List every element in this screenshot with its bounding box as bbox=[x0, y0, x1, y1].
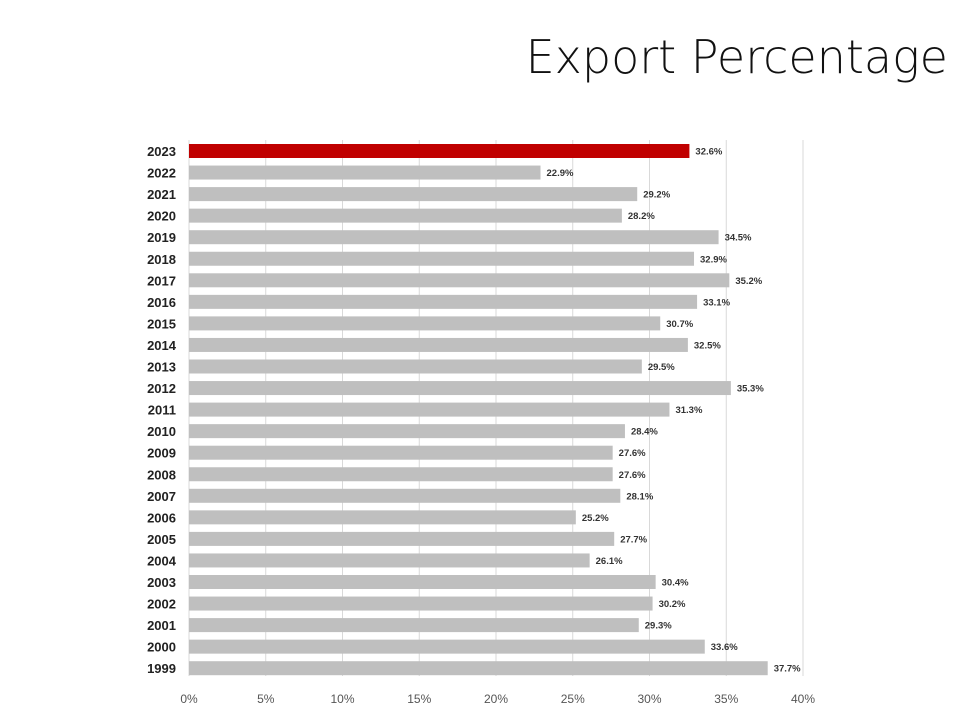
bar bbox=[189, 531, 615, 546]
bar bbox=[189, 230, 719, 245]
bar bbox=[189, 445, 613, 460]
bar bbox=[189, 273, 730, 288]
data-label: 30.2% bbox=[659, 599, 686, 610]
data-label: 28.1% bbox=[626, 491, 653, 502]
bar bbox=[189, 553, 590, 568]
data-label: 32.5% bbox=[694, 340, 721, 351]
category-label: 2008 bbox=[147, 467, 176, 482]
bar bbox=[189, 294, 698, 309]
data-label: 35.3% bbox=[737, 384, 764, 395]
bar bbox=[189, 488, 621, 503]
x-tick-label: 35% bbox=[714, 692, 738, 706]
x-tick-label: 5% bbox=[257, 692, 275, 706]
category-label: 2005 bbox=[147, 532, 176, 547]
data-label: 29.3% bbox=[645, 621, 672, 632]
category-label: 2004 bbox=[147, 553, 177, 568]
bar bbox=[189, 316, 661, 331]
bar bbox=[189, 639, 705, 654]
data-label: 34.5% bbox=[725, 233, 752, 244]
data-label: 28.2% bbox=[628, 211, 655, 222]
data-label: 22.9% bbox=[547, 168, 574, 179]
category-label: 2017 bbox=[147, 273, 176, 288]
category-label: 2007 bbox=[147, 489, 176, 504]
data-label: 25.2% bbox=[582, 513, 609, 524]
data-label: 30.7% bbox=[666, 319, 693, 330]
category-label: 2002 bbox=[147, 597, 176, 612]
data-label: 26.1% bbox=[596, 556, 623, 567]
x-tick-label: 40% bbox=[791, 692, 815, 706]
category-label: 2003 bbox=[147, 575, 176, 590]
data-label: 30.4% bbox=[662, 578, 689, 589]
bar bbox=[189, 596, 653, 611]
data-label: 27.7% bbox=[620, 534, 647, 545]
x-tick-label: 10% bbox=[330, 692, 354, 706]
category-label: 2013 bbox=[147, 360, 176, 375]
category-label: 2019 bbox=[147, 230, 176, 245]
category-label: 2001 bbox=[147, 618, 176, 633]
slide-title: Export Percentage bbox=[525, 30, 948, 84]
category-label: 2023 bbox=[147, 144, 176, 159]
data-label: 29.2% bbox=[643, 190, 670, 201]
bar bbox=[189, 510, 576, 525]
bar bbox=[189, 337, 688, 352]
category-label: 2009 bbox=[147, 446, 176, 461]
data-label: 27.6% bbox=[619, 470, 646, 481]
data-label: 32.9% bbox=[700, 254, 727, 265]
category-label: 2012 bbox=[147, 381, 176, 396]
data-label: 28.4% bbox=[631, 427, 658, 438]
data-label: 31.3% bbox=[675, 405, 702, 416]
bar bbox=[189, 575, 656, 589]
bar bbox=[189, 618, 639, 633]
data-label: 33.6% bbox=[711, 642, 738, 653]
x-tick-label: 0% bbox=[180, 692, 198, 706]
data-label: 37.7% bbox=[774, 664, 801, 675]
category-label: 2016 bbox=[147, 295, 176, 310]
bar bbox=[189, 165, 541, 180]
bar bbox=[189, 208, 622, 223]
category-label: 2006 bbox=[147, 510, 176, 525]
bar bbox=[189, 187, 638, 202]
bar bbox=[189, 424, 625, 439]
bar bbox=[189, 467, 613, 482]
category-label: 2020 bbox=[147, 209, 176, 224]
bar-highlight bbox=[189, 144, 690, 158]
category-label: 2011 bbox=[148, 403, 176, 418]
x-tick-label: 25% bbox=[561, 692, 585, 706]
data-label: 27.6% bbox=[619, 448, 646, 459]
bar bbox=[189, 359, 642, 374]
bar bbox=[189, 661, 768, 676]
x-tick-label: 20% bbox=[484, 692, 508, 706]
data-label: 32.6% bbox=[695, 147, 722, 158]
category-label: 2010 bbox=[147, 424, 176, 439]
category-label: 2021 bbox=[147, 187, 176, 202]
category-label: 2022 bbox=[147, 166, 176, 181]
category-label: 2014 bbox=[147, 338, 177, 353]
category-label: 2000 bbox=[147, 640, 176, 655]
category-label: 2018 bbox=[147, 252, 176, 267]
bar bbox=[189, 251, 695, 266]
category-label: 1999 bbox=[147, 661, 176, 676]
x-tick-label: 15% bbox=[407, 692, 431, 706]
x-tick-label: 30% bbox=[637, 692, 661, 706]
data-label: 35.2% bbox=[735, 276, 762, 287]
bar bbox=[189, 381, 731, 396]
category-label: 2015 bbox=[147, 316, 176, 331]
bar bbox=[189, 402, 670, 417]
data-label: 29.5% bbox=[648, 362, 675, 373]
data-label: 33.1% bbox=[703, 297, 730, 308]
